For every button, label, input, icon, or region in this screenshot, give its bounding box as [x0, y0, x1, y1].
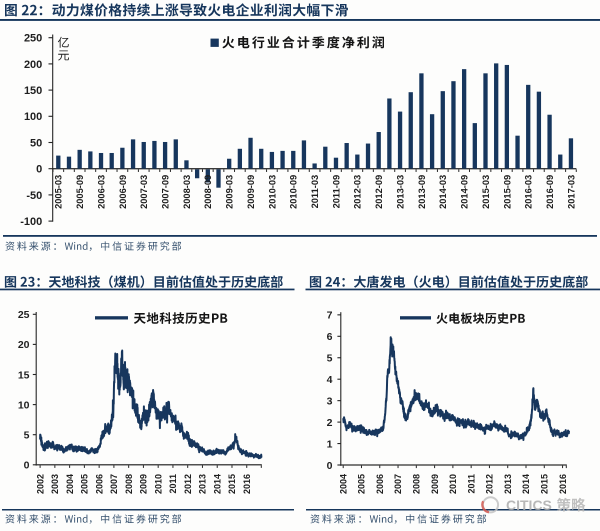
- svg-text:2005-09: 2005-09: [75, 175, 85, 209]
- svg-text:2: 2: [327, 417, 333, 429]
- svg-text:2007-09: 2007-09: [161, 175, 171, 209]
- svg-text:15: 15: [18, 369, 30, 381]
- svg-text:2010: 2010: [153, 474, 163, 494]
- svg-text:2008-09: 2008-09: [203, 175, 213, 209]
- svg-text:2013: 2013: [198, 474, 208, 494]
- svg-text:2005: 2005: [80, 474, 90, 494]
- svg-text:0: 0: [327, 460, 333, 472]
- svg-text:2014: 2014: [212, 474, 222, 494]
- svg-text:5: 5: [24, 430, 30, 442]
- svg-text:2009-03: 2009-03: [225, 175, 235, 209]
- svg-text:0: 0: [24, 460, 30, 472]
- svg-text:250: 250: [24, 33, 42, 45]
- svg-text:2004: 2004: [65, 474, 75, 494]
- svg-text:2009-09: 2009-09: [246, 175, 256, 209]
- svg-text:100: 100: [24, 111, 42, 123]
- svg-text:2007-03: 2007-03: [139, 175, 149, 209]
- svg-text:50: 50: [30, 137, 42, 149]
- svg-text:2013: 2013: [503, 474, 513, 494]
- svg-text:2011-03: 2011-03: [310, 175, 320, 209]
- svg-text:CITICS: CITICS: [506, 497, 552, 513]
- svg-text:2011: 2011: [168, 474, 178, 494]
- svg-text:2011-09: 2011-09: [331, 175, 341, 209]
- svg-text:2008: 2008: [412, 474, 422, 494]
- svg-text:2008-03: 2008-03: [182, 175, 192, 209]
- svg-text:7: 7: [327, 310, 333, 322]
- svg-text:3: 3: [327, 395, 333, 407]
- svg-text:1: 1: [327, 438, 333, 450]
- svg-text:2010-09: 2010-09: [289, 175, 299, 209]
- svg-text:6: 6: [327, 331, 333, 343]
- svg-text:2009: 2009: [430, 474, 440, 494]
- svg-text:2014: 2014: [521, 474, 531, 494]
- svg-text:2015-03: 2015-03: [481, 175, 491, 209]
- svg-text:4: 4: [327, 374, 333, 386]
- svg-text:2010: 2010: [448, 474, 458, 494]
- svg-text:2013-09: 2013-09: [417, 175, 427, 209]
- svg-text:2012-09: 2012-09: [374, 175, 384, 209]
- svg-text:2006: 2006: [94, 474, 104, 494]
- svg-text:2014-03: 2014-03: [438, 175, 448, 209]
- svg-text:2017-03: 2017-03: [566, 175, 576, 209]
- svg-text:2005: 2005: [357, 474, 367, 494]
- svg-text:2002: 2002: [35, 474, 45, 494]
- svg-text:2012: 2012: [183, 474, 193, 494]
- svg-text:2012-03: 2012-03: [353, 175, 363, 209]
- svg-text:2016-09: 2016-09: [545, 175, 555, 209]
- svg-text:10: 10: [18, 399, 30, 411]
- svg-text:-100: -100: [20, 216, 42, 228]
- svg-text:2010-03: 2010-03: [267, 175, 277, 209]
- svg-text:2011: 2011: [466, 474, 476, 494]
- svg-text:2006-09: 2006-09: [118, 175, 128, 209]
- svg-text:5: 5: [327, 353, 333, 365]
- svg-text:2006-03: 2006-03: [96, 175, 106, 209]
- svg-text:2007: 2007: [393, 474, 403, 494]
- svg-text:2007: 2007: [109, 474, 119, 494]
- svg-text:0: 0: [36, 164, 42, 176]
- svg-text:2004: 2004: [338, 474, 348, 494]
- svg-text:20: 20: [18, 339, 30, 351]
- svg-text:2008: 2008: [124, 474, 134, 494]
- svg-text:2005-03: 2005-03: [54, 175, 64, 209]
- svg-text:2012: 2012: [485, 474, 495, 494]
- svg-text:25: 25: [18, 309, 30, 321]
- svg-text:2015: 2015: [539, 474, 549, 494]
- svg-text:150: 150: [24, 85, 42, 97]
- svg-text:2016: 2016: [242, 474, 252, 494]
- svg-text:200: 200: [24, 59, 42, 71]
- svg-text:2015: 2015: [227, 474, 237, 494]
- svg-text:2013-03: 2013-03: [395, 175, 405, 209]
- svg-text:2016-03: 2016-03: [524, 175, 534, 209]
- svg-text:-50: -50: [26, 190, 42, 202]
- svg-text:2016: 2016: [558, 474, 568, 494]
- svg-text:2014-09: 2014-09: [460, 175, 470, 209]
- svg-text:2015-09: 2015-09: [502, 175, 512, 209]
- svg-text:2003: 2003: [50, 474, 60, 494]
- svg-text:2006: 2006: [375, 474, 385, 494]
- svg-text:2009: 2009: [139, 474, 149, 494]
